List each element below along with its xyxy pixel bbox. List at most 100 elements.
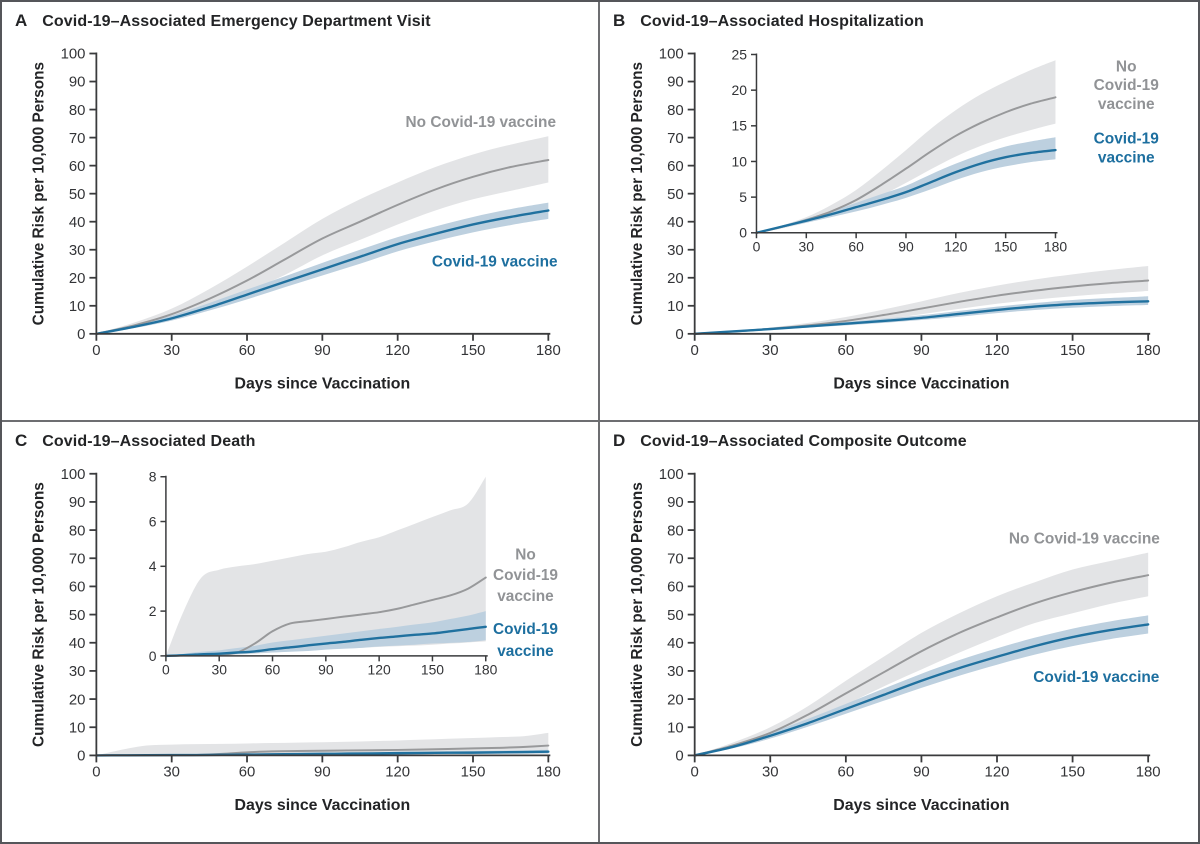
inset-x-tick-label: 30 — [799, 238, 815, 254]
panel-c-death: C Covid-19–Associated Death 0 10 20 30 40 50 60… — [2, 422, 600, 842]
main-y-tick-label: 60 — [667, 159, 684, 175]
panel-b-title-text: Covid-19–Associated Hospitalization — [640, 13, 924, 30]
main-x-tick-label: 60 — [838, 764, 855, 781]
main-y-tick-label: 30 — [69, 243, 86, 259]
main-series — [95, 732, 550, 757]
inset-y-tick-label: 2 — [149, 603, 157, 619]
inset-y-tick-label: 20 — [731, 82, 747, 98]
inset-x-tick-label: 120 — [368, 662, 391, 678]
no-vaccine-ci-band — [165, 476, 486, 656]
main-y-tick-label: 40 — [69, 215, 86, 231]
inset-axes: 0 2 4 6 8 0 30 60 90 120 150 180 — [149, 469, 498, 678]
inset-series — [164, 476, 487, 658]
inset-x-tick-label: 60 — [848, 238, 864, 254]
main-y-tick-label: 50 — [69, 608, 86, 624]
inset-y-tick-label: 0 — [739, 225, 747, 241]
panel-b-title: B Covid-19–Associated Hospitalization — [613, 11, 924, 31]
main-x-tick-label: 150 — [1060, 764, 1085, 781]
main-x-tick-label: 30 — [163, 343, 180, 359]
main-series — [95, 136, 550, 336]
main-x-tick-label: 0 — [691, 343, 699, 359]
main-x-tick-label: 90 — [314, 765, 331, 781]
x-axis-label: Days since Vaccination — [833, 797, 1009, 814]
panel-d-composite-outcome: D Covid-19–Associated Composite Outcome 0… — [600, 422, 1198, 842]
main-y-tick-label: 100 — [61, 47, 86, 63]
main-y-tick-label: 10 — [69, 720, 86, 736]
y-axis-label: Cumulative Risk per 10,000 Persons — [31, 482, 48, 747]
vaccine-ci-band — [165, 611, 486, 656]
main-x-tick-label: 60 — [838, 343, 855, 359]
inset-x-tick-label: 150 — [421, 662, 444, 678]
main-x-tick-label: 180 — [1136, 764, 1161, 781]
y-axis-label: Cumulative Risk per 10,000 Persons — [31, 62, 48, 325]
inset-y-tick-label: 4 — [149, 558, 157, 574]
no-vaccine-curve-label: No Covid-19 vaccine — [406, 114, 557, 131]
no-vaccine-curve — [95, 158, 550, 335]
inset-x-tick-label: 180 — [474, 662, 497, 678]
panel-a-title: A Covid-19–Associated Emergency Departmen… — [15, 11, 431, 31]
main-y-tick-label: 50 — [69, 187, 86, 203]
panel-d-letter: D — [613, 431, 626, 450]
panel-a-emergency-department-visit: A Covid-19–Associated Emergency Departmen… — [2, 2, 600, 422]
main-x-tick-label: 180 — [1136, 343, 1161, 359]
panel-c-title-text: Covid-19–Associated Death — [42, 433, 256, 450]
vaccine-curve-label: Covid-19 vaccine — [432, 253, 558, 270]
main-x-tick-label: 180 — [536, 343, 561, 359]
inset-x-tick-label: 0 — [753, 238, 761, 254]
main-y-tick-label: 10 — [667, 299, 684, 315]
main-y-tick-label: 50 — [667, 607, 684, 624]
main-x-tick-label: 90 — [913, 764, 930, 781]
main-y-tick-label: 90 — [667, 75, 684, 91]
inset-x-tick-label: 0 — [162, 662, 170, 678]
main-x-tick-label: 120 — [985, 764, 1010, 781]
no-vaccine-ci-band — [96, 136, 549, 334]
main-x-tick-label: 30 — [762, 343, 779, 359]
main-y-tick-label: 0 — [675, 748, 683, 765]
panel-a-title-text: Covid-19–Associated Emergency Department… — [42, 13, 431, 30]
main-y-tick-label: 70 — [667, 131, 684, 147]
panel-d-title: D Covid-19–Associated Composite Outcome — [613, 431, 967, 451]
main-x-tick-label: 60 — [239, 765, 256, 781]
panel-d-title-text: Covid-19–Associated Composite Outcome — [640, 433, 967, 450]
main-axes: 0 10 20 30 40 50 60 70 80 90 100 0 30 60 90 120 150 180 — [61, 47, 561, 359]
vaccine-ci-band — [756, 137, 1056, 233]
main-y-tick-label: 20 — [69, 271, 86, 287]
inset-y-tick-label: 15 — [731, 118, 747, 134]
main-x-tick-label: 120 — [385, 765, 410, 781]
main-y-tick-label: 10 — [667, 719, 684, 736]
main-y-tick-label: 60 — [69, 159, 86, 175]
no-vaccine-curve — [693, 574, 1150, 757]
main-y-tick-label: 0 — [675, 327, 683, 343]
main-y-tick-label: 80 — [667, 103, 684, 119]
main-x-tick-label: 60 — [239, 343, 256, 359]
inset-y-tick-label: 10 — [731, 153, 747, 169]
panel-b-letter: B — [613, 11, 626, 30]
no-vaccine-ci-band — [694, 552, 1149, 756]
inset-y-tick-label: 6 — [149, 513, 157, 529]
main-y-tick-label: 30 — [667, 243, 684, 259]
x-axis-label: Days since Vaccination — [235, 375, 411, 392]
main-y-tick-label: 0 — [77, 327, 85, 343]
inset-y-tick-label: 0 — [149, 648, 157, 664]
inset-x-tick-label: 120 — [944, 238, 968, 254]
main-y-tick-label: 90 — [69, 75, 86, 91]
main-y-tick-label: 70 — [69, 551, 86, 567]
inset-x-tick-label: 180 — [1044, 238, 1068, 254]
y-axis-label: Cumulative Risk per 10,000 Persons — [629, 482, 646, 747]
inset-x-tick-label: 60 — [265, 662, 281, 678]
main-y-tick-label: 50 — [667, 187, 684, 203]
panel-a-chart: 0 10 20 30 40 50 60 70 80 90 100 0 30 60 90 120 150 180 Cu… — [31, 47, 561, 393]
main-y-tick-label: 0 — [77, 749, 85, 765]
vaccine-curve — [693, 300, 1150, 336]
main-y-tick-label: 30 — [69, 664, 86, 680]
vaccine-curve — [95, 209, 550, 336]
main-y-tick-label: 40 — [667, 215, 684, 231]
vaccine-curve — [693, 623, 1150, 757]
inset-series — [755, 60, 1057, 234]
panel-c-letter: C — [15, 431, 28, 450]
main-series — [693, 552, 1150, 757]
main-x-tick-label: 30 — [163, 765, 180, 781]
vaccine-curve-label: Covid-19 vaccine — [1094, 131, 1159, 167]
